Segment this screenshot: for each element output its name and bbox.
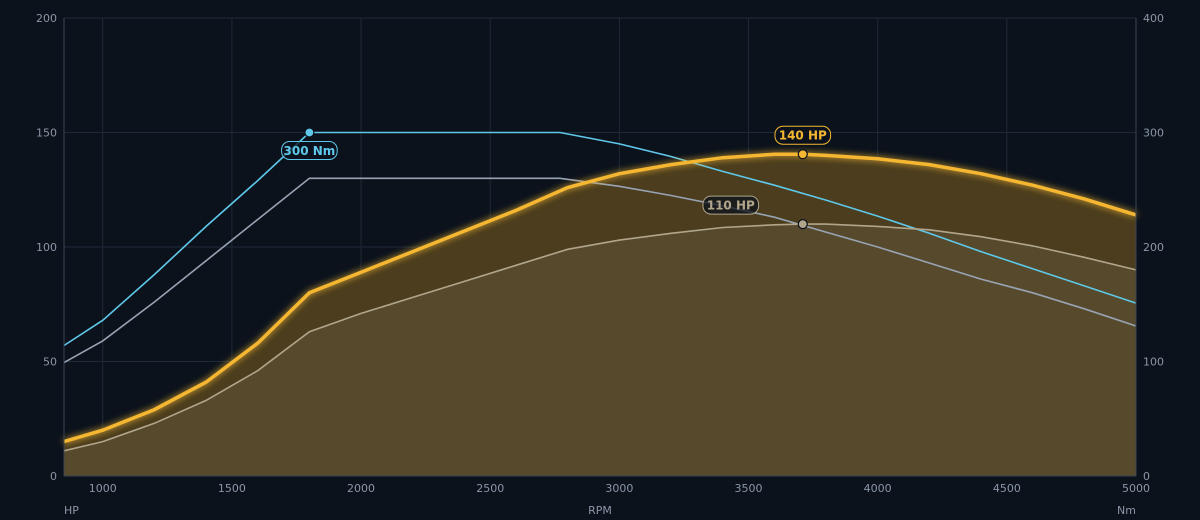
hp-low-line [63,223,1137,452]
hp-high-peak-label: 140 HP [779,129,827,143]
hp-low-peak-marker [797,219,808,230]
y-right-tick-label: 200 [1143,241,1164,254]
y-right-tick-label: 400 [1143,12,1164,25]
y-left-axis-title: HP [64,504,79,517]
plot-frame [63,18,1137,477]
peak-callouts: 140 HP 110 HP 300 Nm [281,125,832,230]
y-left-tick-label: 100 [36,241,57,254]
hp-high-peak-label-box [774,125,832,145]
hp-high-peak-marker [797,149,808,160]
x-tick-label: 4500 [993,482,1021,495]
y-right-tick-label: 300 [1143,127,1164,140]
x-tick-label: 1500 [218,482,246,495]
torque-peak-label-box [281,141,338,160]
y-left-tick-label: 0 [50,470,57,483]
hp-low-peak-label: 110 HP [707,198,755,212]
x-tick-label: 3000 [605,482,633,495]
y-left-tick-label: 50 [43,356,57,369]
y-right-tick-label: 0 [1143,470,1150,483]
x-tick-label: 2500 [476,482,504,495]
area-fills [64,154,1136,477]
hp-high-line [63,152,1137,444]
y-left-tick-label: 150 [36,127,57,140]
y-right-axis-title: Nm [1117,504,1136,517]
hp-low-peak-label-box [702,195,760,215]
x-axis-title: RPM [588,504,612,517]
series-lines [63,131,1137,452]
x-tick-label: 5000 [1122,482,1150,495]
y-left-tick-label: 200 [36,12,57,25]
torque-peak-marker [304,127,315,138]
x-tick-label: 2000 [347,482,375,495]
hp-low-area [64,224,1136,476]
torque-high-line [63,131,1137,347]
x-tick-label: 3500 [735,482,763,495]
torque-peak-label: 300 Nm [284,144,336,158]
x-tick-label: 4000 [864,482,892,495]
y-right-tick-label: 100 [1143,356,1164,369]
x-tick-label: 1000 [89,482,117,495]
